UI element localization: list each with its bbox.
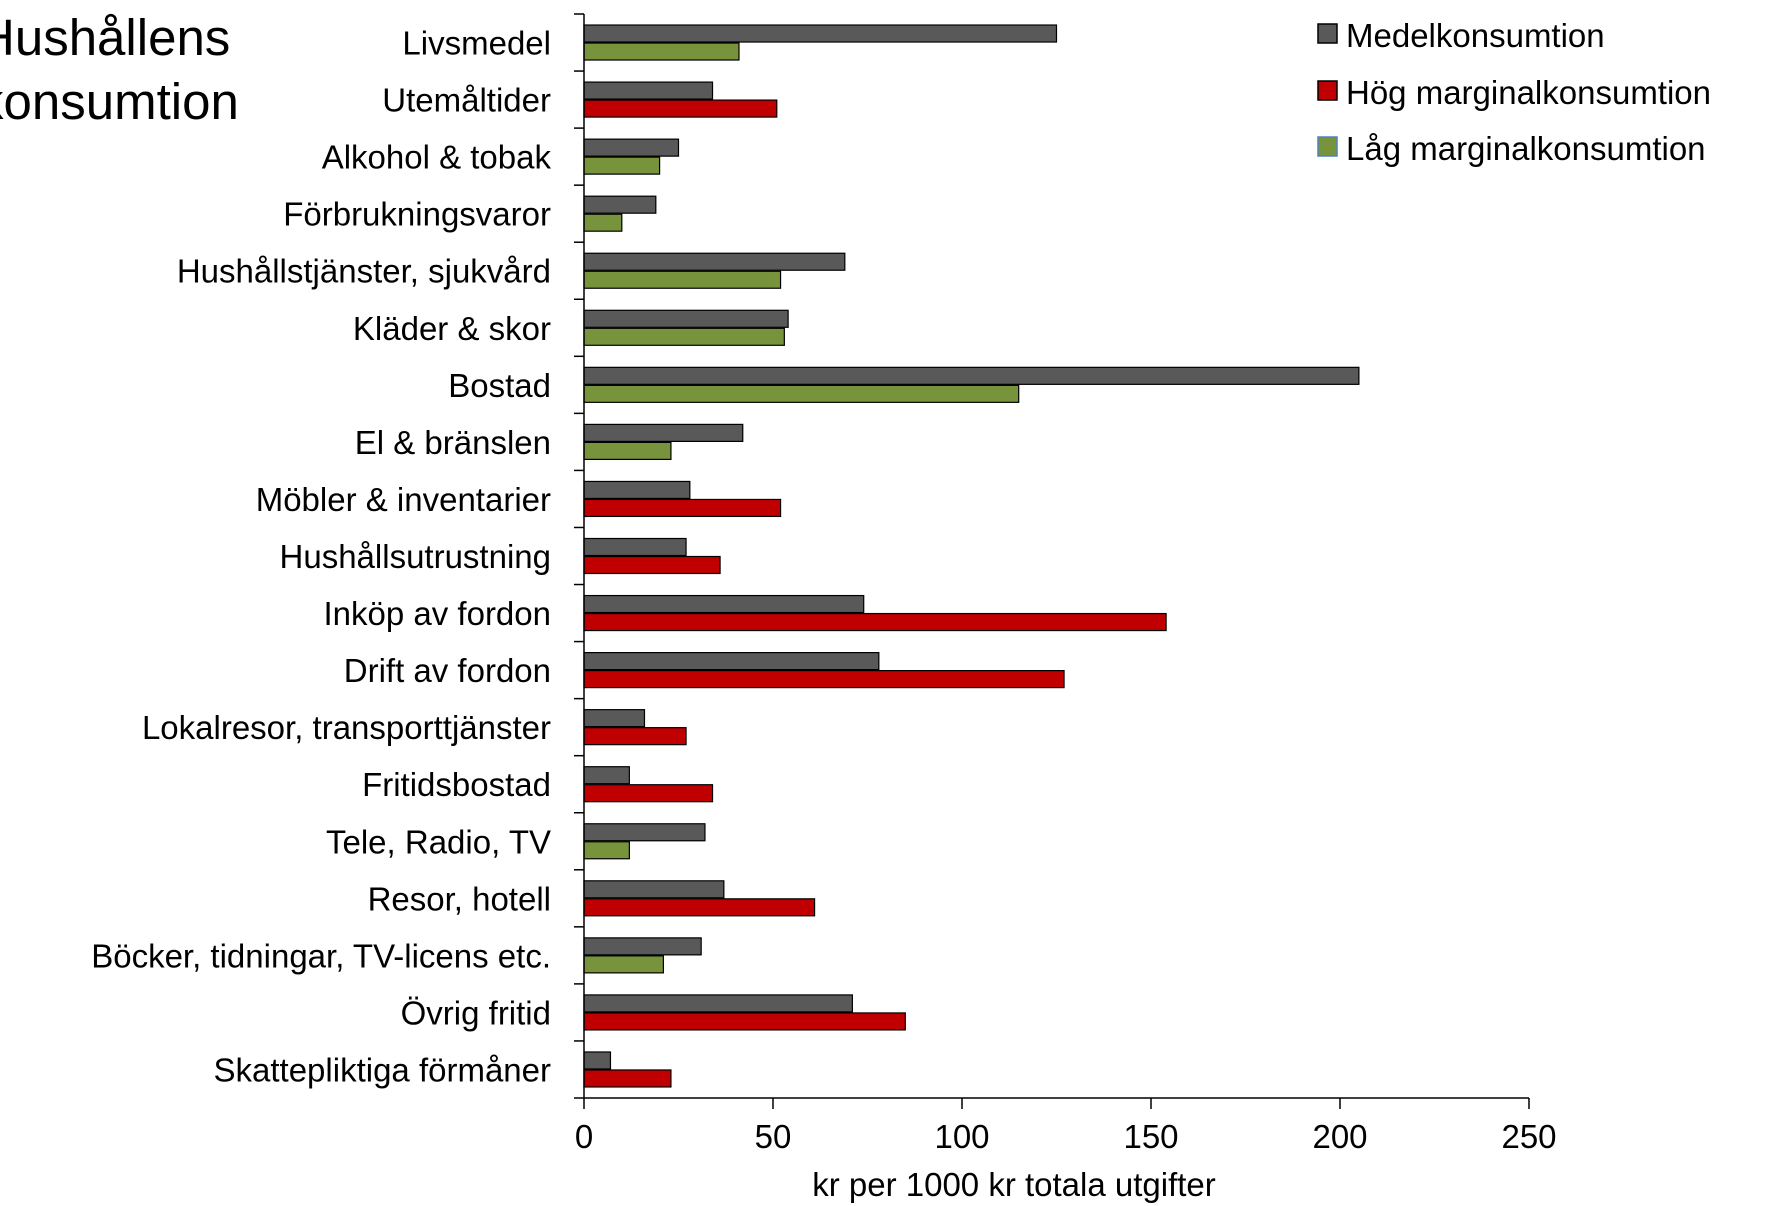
category-label: Hushållsutrustning: [280, 538, 551, 575]
category-label: Skattepliktiga förmåner: [214, 1051, 552, 1088]
bar-low-marginal: [583, 42, 740, 61]
bar-mean: [583, 423, 744, 442]
bar-high-marginal: [583, 1069, 672, 1088]
category-label: Livsmedel: [402, 25, 551, 62]
category-label: Fritidsbostad: [362, 766, 551, 803]
category-labels-group: Livsmedel Utemåltider Alkohol & tobak Förbr…: [91, 25, 551, 1089]
category-label: Hushållstjänster, sjukvård: [177, 253, 551, 290]
chart-title: Hushållens konsumtion: [0, 6, 239, 134]
bar-mean: [583, 994, 853, 1013]
chart-title-line-2: konsumtion: [0, 73, 239, 130]
bars-group: [583, 24, 1360, 1088]
x-axis-label: kr per 1000 kr totala utgifter: [812, 1166, 1216, 1203]
bar-mean: [583, 652, 880, 671]
legend: Medelkonsumtion Hög marginalkonsumtion Låg…: [1317, 17, 1711, 167]
bar-low-marginal: [583, 955, 664, 974]
category-label: Övrig fritid: [401, 994, 551, 1031]
bar-low-marginal: [583, 841, 630, 860]
x-tick-label: 100: [934, 1118, 989, 1155]
bar-high-marginal: [583, 898, 816, 917]
bar-mean: [583, 81, 714, 100]
legend-swatch: [1317, 80, 1338, 101]
category-label: Tele, Radio, TV: [326, 823, 551, 860]
category-label: Inköp av fordon: [324, 595, 552, 632]
category-label: Möbler & inventarier: [256, 481, 551, 518]
legend-label: Hög marginalkonsumtion: [1346, 74, 1711, 111]
category-label: Alkohol & tobak: [322, 139, 552, 176]
category-label: Lokalresor, transporttjänster: [142, 709, 551, 746]
category-label: Böcker, tidningar, TV-licens etc.: [91, 937, 551, 974]
category-label: Drift av fordon: [344, 652, 551, 689]
x-tick-labels-group: 0 50 100 150 200 250: [575, 1118, 1557, 1155]
bar-low-marginal: [583, 327, 785, 346]
bar-high-marginal: [583, 612, 1167, 632]
bar-mean: [583, 480, 691, 500]
bar-mean: [583, 252, 846, 271]
bar-mean: [583, 880, 725, 899]
bar-mean: [583, 709, 646, 728]
bar-mean: [583, 594, 865, 614]
bar-mean: [583, 937, 702, 956]
category-label: El & bränslen: [355, 424, 551, 461]
bar-low-marginal: [583, 384, 1020, 403]
bar-high-marginal: [583, 784, 714, 803]
bar-mean: [583, 24, 1058, 43]
bar-low-marginal: [583, 270, 782, 289]
bar-mean: [583, 766, 630, 785]
chart-title-line-1: Hushållens: [0, 9, 231, 66]
bar-high-marginal: [583, 1012, 906, 1031]
bar-mean: [583, 537, 687, 557]
bar-high-marginal: [583, 498, 782, 518]
category-label: Bostad: [448, 367, 551, 404]
bar-high-marginal: [583, 727, 687, 746]
axes-group: [574, 13, 1530, 1109]
bar-mean: [583, 823, 706, 842]
bar-low-marginal: [583, 441, 672, 460]
bar-mean: [583, 1051, 612, 1070]
category-label: Resor, hotell: [368, 880, 551, 917]
bar-mean: [583, 366, 1360, 385]
bar-mean: [583, 195, 657, 214]
bar-high-marginal: [583, 670, 1065, 689]
category-label: Utemåltider: [382, 82, 551, 119]
legend-swatch: [1317, 136, 1338, 157]
bar-mean: [583, 309, 789, 328]
bar-low-marginal: [583, 156, 661, 175]
legend-swatch: [1317, 23, 1338, 44]
category-label: Förbrukningsvaror: [283, 196, 551, 233]
x-tick-label: 0: [575, 1118, 593, 1155]
x-tick-label: 250: [1501, 1118, 1556, 1155]
x-tick-label: 50: [755, 1118, 792, 1155]
legend-label: Medelkonsumtion: [1346, 17, 1605, 54]
bar-high-marginal: [583, 555, 721, 575]
x-tick-label: 150: [1123, 1118, 1178, 1155]
legend-label: Låg marginalkonsumtion: [1346, 130, 1706, 167]
bar-high-marginal: [583, 99, 778, 118]
category-label: Kläder & skor: [353, 310, 551, 347]
bar-low-marginal: [583, 213, 623, 232]
x-tick-label: 200: [1312, 1118, 1367, 1155]
bar-mean: [583, 138, 680, 157]
